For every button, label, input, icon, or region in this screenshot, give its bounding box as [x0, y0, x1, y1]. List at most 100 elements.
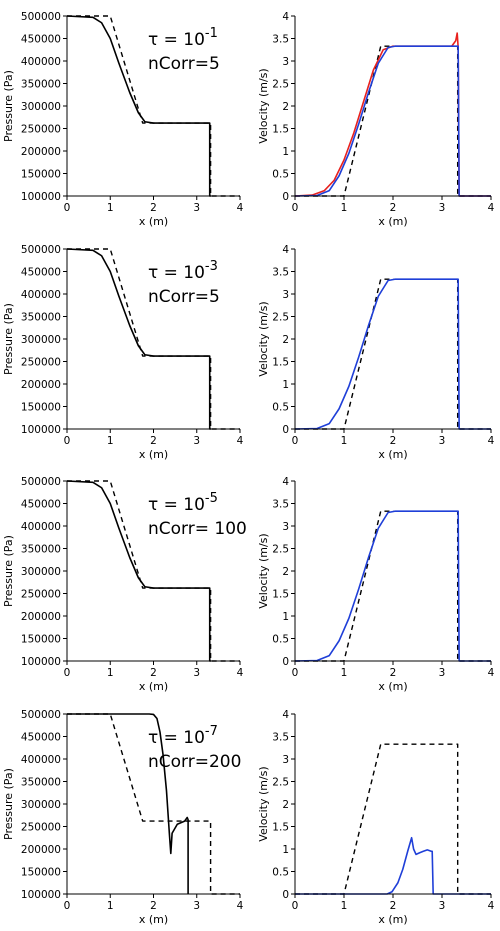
y-tick-label: 450000 [21, 732, 61, 744]
series-line-1 [66, 15, 212, 197]
y-tick-label: 3 [282, 56, 289, 68]
y-tick-label: 2.5 [272, 79, 289, 91]
y-tick-label: 400000 [21, 521, 61, 533]
x-tick-label: 1 [341, 435, 348, 447]
y-tick-label: 300000 [21, 101, 61, 113]
tau-annotation: τ = 10-1 [148, 26, 218, 50]
y-tick-label: 450000 [21, 34, 61, 46]
y-tick-label: 200000 [21, 379, 61, 391]
y-tick-label: 1 [282, 611, 289, 623]
x-tick-label: 1 [341, 900, 348, 912]
tau-base: τ = 10 [148, 728, 205, 748]
x-tick-label: 0 [292, 202, 299, 214]
x-tick-label: 2 [390, 900, 397, 912]
x-tick-label: 0 [64, 202, 71, 214]
y-tick-label: 100000 [21, 889, 61, 901]
x-tick-label: 1 [107, 900, 114, 912]
y-tick-label: 150000 [21, 402, 61, 414]
y-tick-label: 1 [282, 844, 289, 856]
x-tick-label: 2 [390, 435, 397, 447]
tau-exponent: -5 [205, 491, 218, 506]
y-axis-label: Pressure (Pa) [2, 535, 15, 607]
ncorr-annotation: nCorr=5 [148, 54, 220, 74]
series-line-1 [294, 510, 491, 662]
x-tick-label: 4 [488, 900, 495, 912]
y-tick-label: 0 [282, 191, 289, 203]
y-tick-label: 250000 [21, 822, 61, 834]
tau-exponent: -7 [205, 724, 218, 739]
chart-panel-3: 0 1 2 3 4 0 0.5 1 1.5 2 2.5 3 3.5 4 x (m) Velocity (m/s… [257, 244, 495, 461]
chart-panel-6: 0 1 2 3 4 100000 150000 200000 250000 300000 35000… [2, 709, 244, 926]
y-tick-label: 2 [282, 799, 289, 811]
ncorr-annotation: nCorr=200 [148, 752, 241, 772]
x-tick-label: 0 [292, 435, 299, 447]
y-tick-label: 2 [282, 566, 289, 578]
y-tick-label: 3.5 [272, 34, 289, 46]
x-tick-label: 1 [107, 667, 114, 679]
x-tick-label: 0 [292, 900, 299, 912]
y-tick-label: 2.5 [272, 544, 289, 556]
y-tick-label: 3 [282, 754, 289, 766]
y-tick-label: 200000 [21, 844, 61, 856]
y-tick-label: 500000 [21, 476, 61, 488]
y-tick-label: 350000 [21, 544, 61, 556]
y-tick-label: 400000 [21, 754, 61, 766]
y-axis-label: Velocity (m/s) [257, 68, 270, 143]
y-tick-label: 3.5 [272, 732, 289, 744]
y-tick-label: 1.5 [272, 357, 289, 369]
y-tick-label: 300000 [21, 799, 61, 811]
chart-panel-4: 0 1 2 3 4 100000 150000 200000 250000 300000 35000… [2, 476, 247, 693]
series-line-0 [295, 278, 491, 430]
x-tick-label: 4 [488, 202, 495, 214]
x-axis-label: x (m) [378, 680, 407, 693]
x-tick-label: 3 [439, 202, 446, 214]
y-tick-label: 250000 [21, 357, 61, 369]
y-tick-label: 1 [282, 146, 289, 158]
y-tick-label: 1 [282, 379, 289, 391]
series-line-0 [295, 45, 491, 197]
chart-panel-5: 0 1 2 3 4 0 0.5 1 1.5 2 2.5 3 3.5 4 x (m) Velocity (m/s… [257, 476, 495, 693]
x-tick-label: 0 [64, 667, 71, 679]
series-line-1 [295, 836, 491, 895]
x-tick-label: 4 [237, 667, 244, 679]
y-tick-label: 150000 [21, 169, 61, 181]
y-tick-label: 1.5 [272, 822, 289, 834]
x-tick-label: 3 [193, 900, 200, 912]
x-tick-label: 2 [390, 202, 397, 214]
y-tick-label: 250000 [21, 589, 61, 601]
tau-exponent: -3 [205, 259, 218, 274]
y-tick-label: 500000 [21, 709, 61, 721]
y-tick-label: 0 [282, 424, 289, 436]
y-tick-label: 0 [282, 889, 289, 901]
x-tick-label: 2 [150, 202, 157, 214]
x-tick-label: 2 [150, 435, 157, 447]
series-line-1 [66, 480, 212, 662]
y-axis-label: Velocity (m/s) [257, 766, 270, 841]
y-tick-label: 0 [282, 656, 289, 668]
y-tick-label: 200000 [21, 146, 61, 158]
chart-panel-0: 0 1 2 3 4 100000 150000 200000 250000 300000 35000… [2, 11, 244, 228]
x-tick-label: 3 [439, 667, 446, 679]
y-tick-label: 4 [282, 244, 289, 256]
y-tick-label: 2 [282, 101, 289, 113]
chart-panel-7: 0 1 2 3 4 0 0.5 1 1.5 2 2.5 3 3.5 4 x (m) Velocity (m/s… [257, 709, 495, 926]
series-line-0 [295, 510, 491, 662]
y-tick-label: 500000 [21, 11, 61, 23]
x-tick-label: 0 [292, 667, 299, 679]
x-tick-label: 3 [439, 900, 446, 912]
y-tick-label: 350000 [21, 79, 61, 91]
y-tick-label: 350000 [21, 312, 61, 324]
series-line-2 [294, 45, 491, 197]
y-tick-label: 100000 [21, 191, 61, 203]
y-tick-label: 2.5 [272, 777, 289, 789]
x-tick-label: 2 [390, 667, 397, 679]
x-tick-label: 1 [341, 667, 348, 679]
x-tick-label: 2 [150, 667, 157, 679]
y-tick-label: 400000 [21, 56, 61, 68]
y-tick-label: 0.5 [272, 402, 289, 414]
ncorr-annotation: nCorr=5 [148, 287, 220, 307]
x-tick-label: 1 [107, 202, 114, 214]
x-tick-label: 3 [193, 202, 200, 214]
x-axis-label: x (m) [139, 913, 168, 926]
